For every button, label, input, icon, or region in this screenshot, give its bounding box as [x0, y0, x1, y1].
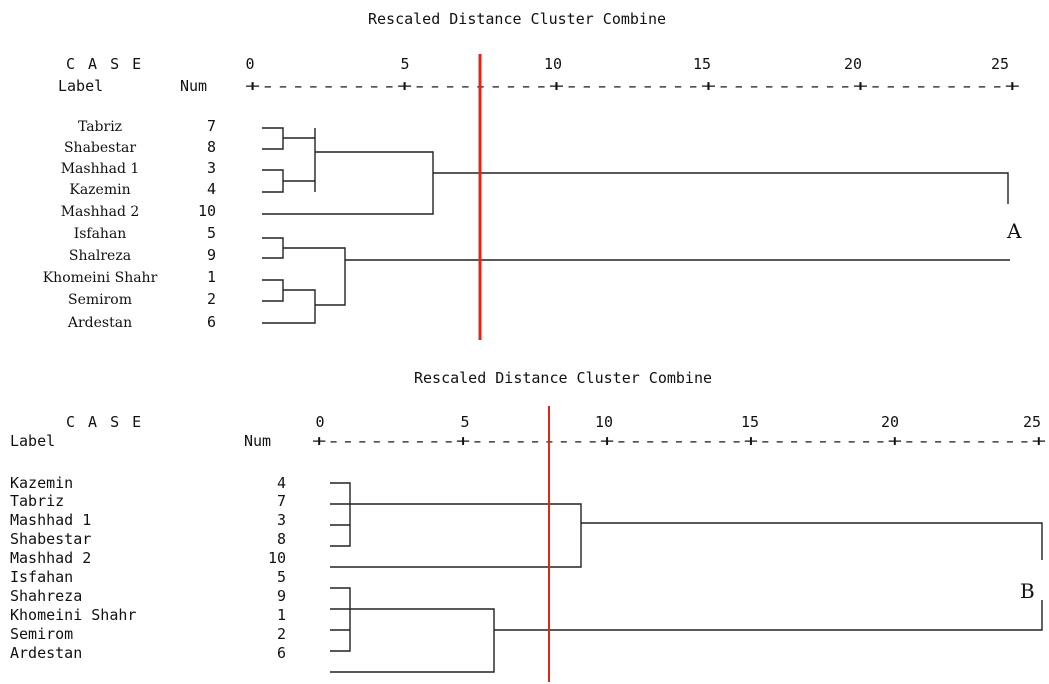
case-label: Kazemin — [69, 182, 130, 198]
branch-link — [262, 169, 284, 193]
branch-link — [262, 279, 284, 302]
branch-link — [330, 587, 351, 652]
case-label: Kazemin — [10, 474, 73, 492]
case-header: C A S E — [66, 413, 143, 431]
case-label: Mashhad 1 — [10, 511, 91, 529]
tick-label: 25 — [1023, 413, 1041, 431]
branch-link — [581, 522, 1043, 560]
case-label: Tabriz — [10, 492, 64, 510]
branch-link — [262, 289, 316, 324]
tick-label: 20 — [881, 413, 899, 431]
tick-label: 15 — [741, 413, 759, 431]
case-num: 1 — [277, 606, 286, 624]
chart-title: Rescaled Distance Cluster Combine — [368, 10, 666, 28]
branch-link — [330, 608, 495, 673]
case-label: Tabriz — [78, 119, 122, 135]
tick-label: 0 — [245, 55, 254, 73]
case-label: Ardestan — [67, 315, 132, 331]
case-num: 9 — [207, 246, 216, 264]
case-num: 9 — [277, 587, 286, 605]
label-header: Label — [10, 432, 55, 450]
axis-rule: +---------+---------+---------+---------… — [245, 77, 1020, 95]
panel-label: B — [1020, 579, 1035, 603]
case-label: Khomeini Shahr — [43, 270, 158, 286]
case-num: 2 — [207, 290, 216, 308]
tick-label: 20 — [844, 55, 862, 73]
tick-label: 5 — [460, 413, 469, 431]
case-label: Isfahan — [10, 568, 73, 586]
dendrogram-b: Rescaled Distance Cluster Combine C A S … — [10, 369, 1046, 682]
tick-label: 0 — [315, 413, 324, 431]
case-label: Shahreza — [10, 587, 82, 605]
case-header: C A S E — [66, 55, 143, 73]
num-header: Num — [180, 77, 207, 95]
case-label: Isfahan — [74, 226, 127, 242]
case-label: Mashhad 2 — [10, 549, 91, 567]
case-label: Shalreza — [69, 248, 131, 264]
dendrogram-a: Rescaled Distance Cluster Combine C A S … — [43, 10, 1022, 340]
case-label: Ardestan — [10, 644, 82, 662]
case-num: 3 — [277, 511, 286, 529]
case-label: Mashhad 1 — [61, 161, 140, 177]
case-label: Semirom — [68, 292, 132, 308]
case-num: 6 — [277, 644, 286, 662]
case-label: Mashhad 2 — [61, 204, 140, 220]
branch-link — [283, 247, 346, 306]
case-label: Shabestar — [10, 530, 91, 548]
num-header: Num — [244, 432, 271, 450]
case-num: 10 — [198, 202, 216, 220]
case-num: 2 — [277, 625, 286, 643]
panel-label: A — [1006, 219, 1022, 243]
tick-label: 25 — [991, 55, 1009, 73]
tick-label: 10 — [595, 413, 613, 431]
case-label: Khomeini Shahr — [10, 606, 136, 624]
case-num: 5 — [277, 568, 286, 586]
case-num: 10 — [268, 549, 286, 567]
case-num: 7 — [207, 117, 216, 135]
branch-link — [330, 482, 351, 547]
case-num: 8 — [207, 138, 216, 156]
case-label: Shabestar — [64, 140, 136, 156]
branch-link — [262, 237, 284, 259]
tick-label: 10 — [544, 55, 562, 73]
branch-link — [262, 151, 434, 215]
branch-link — [433, 172, 1009, 204]
axis-rule: +---------+---------+---------+---------… — [312, 432, 1046, 450]
case-num: 1 — [207, 268, 216, 286]
case-num: 4 — [207, 180, 216, 198]
tick-label: 15 — [693, 55, 711, 73]
branch-link — [330, 503, 582, 568]
case-num: 6 — [207, 313, 216, 331]
dendrogram-branches — [330, 482, 1043, 673]
case-num: 7 — [277, 492, 286, 510]
label-header: Label — [58, 77, 103, 95]
tick-label: 5 — [400, 55, 409, 73]
case-num: 3 — [207, 159, 216, 177]
branch-link — [494, 600, 1043, 631]
dendrogram-branches — [262, 127, 1010, 324]
case-num: 4 — [277, 474, 286, 492]
branch-link — [262, 127, 284, 150]
case-num: 5 — [207, 224, 216, 242]
case-label: Semirom — [10, 625, 73, 643]
case-num: 8 — [277, 530, 286, 548]
chart-title: Rescaled Distance Cluster Combine — [414, 369, 712, 387]
